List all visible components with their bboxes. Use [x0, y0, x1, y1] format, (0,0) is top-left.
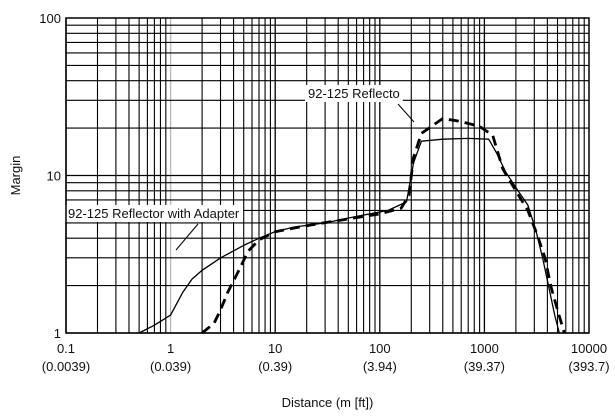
x-tick-sublabel: (0.39) — [258, 359, 292, 374]
x-tick-label: 10 — [268, 341, 282, 356]
x-tick-label: 1 — [167, 341, 174, 356]
y-axis-title: Margin — [8, 156, 23, 196]
y-tick-label: 10 — [47, 169, 61, 184]
grid-lines — [65, 18, 589, 334]
y-tick-label: 100 — [39, 11, 61, 26]
x-tick-label: 0.1 — [57, 341, 75, 356]
annotation-adapter-background — [65, 205, 243, 222]
x-tick-label: 1000 — [470, 341, 499, 356]
annotation-adapter-leader — [175, 223, 199, 251]
x-tick-sublabel: (0.039) — [150, 359, 191, 374]
series-line-reflecto — [201, 117, 566, 335]
x-tick-label: 10000 — [571, 341, 607, 356]
x-tick-sublabel: (0.0039) — [42, 359, 90, 374]
x-tick-sublabel: (39.37) — [464, 359, 505, 374]
x-tick-sublabel: (393.7) — [568, 359, 609, 374]
x-tick-label: 100 — [369, 341, 391, 356]
series-layer — [138, 117, 566, 335]
y-tick-label: 1 — [54, 326, 61, 341]
annotation-reflecto-label: 92-125 Reflecto — [308, 86, 400, 101]
plot-frame — [65, 17, 590, 334]
annotation-reflecto-leader — [397, 103, 415, 123]
x-tick-sublabel: (3.94) — [363, 359, 397, 374]
tick-labels: 0.1 (0.0039) 1 (0.039) 10 (0.39) 100 (3.94) 1000… — [39, 11, 609, 374]
annotation-layer: 92-125 Reflecto 92-125 Reflector with Ad… — [65, 85, 415, 251]
x-axis-title: Distance (m [ft]) — [282, 395, 374, 410]
annotation-adapter-label: 92-125 Reflector with Adapter — [68, 206, 240, 221]
annotation-reflecto-background — [305, 85, 403, 102]
